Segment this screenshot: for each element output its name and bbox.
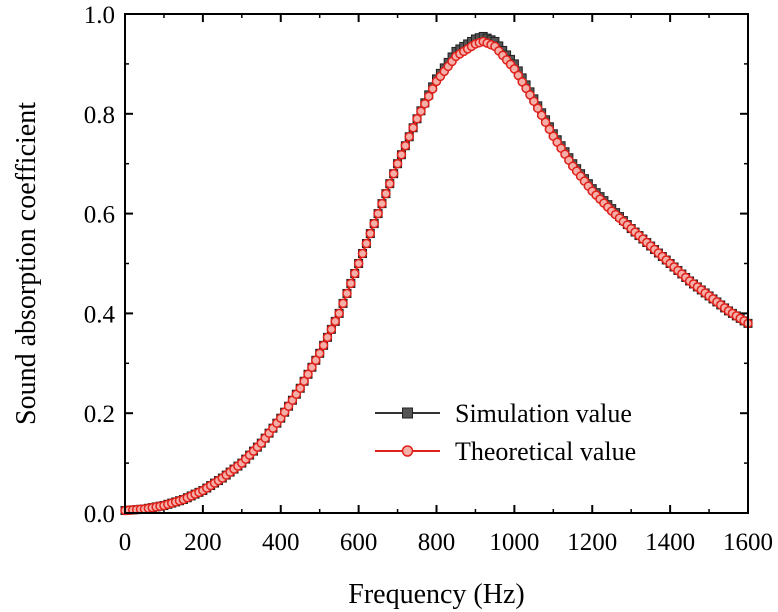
x-axis-ticks: 0 200 400 600 800 1000 1200 1400 1600 <box>119 14 773 556</box>
series-line <box>124 40 749 512</box>
x-tick-label: 1400 <box>645 529 695 556</box>
data-point-circle <box>416 106 426 117</box>
series-line <box>124 35 749 512</box>
data-point-circle <box>381 188 391 199</box>
x-tick-label: 0 <box>119 529 132 556</box>
data-point-circle <box>299 376 309 387</box>
y-tick-label: 0.4 <box>84 301 116 328</box>
legend-marker-circle-icon <box>401 445 414 457</box>
data-point-circle <box>377 198 387 209</box>
series-theoretical <box>120 36 753 516</box>
data-point-circle <box>330 316 341 327</box>
data-point-circle <box>369 218 379 229</box>
data-point-circle <box>408 123 418 133</box>
x-axis-title: Frequency (Hz) <box>348 579 524 610</box>
data-point-circle <box>373 208 383 219</box>
data-point-circle <box>314 348 325 359</box>
data-point-circle <box>361 238 372 249</box>
data-point-circle <box>388 168 399 179</box>
data-point-circle <box>529 96 539 107</box>
data-point-circle <box>349 268 360 279</box>
data-point-circle <box>295 383 305 393</box>
data-point-circle <box>311 355 321 366</box>
legend-label-simulation: Simulation value <box>455 399 632 428</box>
data-point-circle <box>396 149 407 160</box>
series-simulation <box>120 31 753 516</box>
data-point-circle <box>334 308 344 319</box>
data-point-circle <box>342 288 352 299</box>
x-tick-label: 600 <box>340 529 378 556</box>
data-point-circle <box>540 117 551 128</box>
y-tick-label: 0.2 <box>84 401 115 428</box>
series-layer <box>120 31 753 516</box>
x-tick-label: 200 <box>184 529 222 556</box>
legend-entry-simulation: Simulation value <box>375 399 632 428</box>
y-tick-label: 0.8 <box>84 102 115 129</box>
legend-label-theoretical: Theoretical value <box>455 437 636 466</box>
data-point-circle <box>353 258 364 269</box>
y-tick-label: 1.0 <box>84 2 115 29</box>
data-point-circle <box>392 158 403 169</box>
data-point-circle <box>536 110 547 121</box>
data-point-circle <box>318 340 329 351</box>
data-point-circle <box>322 332 333 343</box>
data-point-circle <box>365 228 376 239</box>
x-tick-label: 800 <box>418 529 456 556</box>
plot-frame <box>124 13 749 514</box>
legend: Simulation value Theoretical value <box>375 399 636 466</box>
x-tick-label: 1200 <box>567 529 617 556</box>
data-point-circle <box>544 124 555 135</box>
data-point-circle <box>357 248 368 259</box>
y-axis-ticks: 0.0 0.2 0.4 0.6 0.8 1.0 <box>84 2 748 528</box>
data-point-circle <box>427 84 438 94</box>
x-tick-label: 400 <box>262 529 300 556</box>
data-point-circle <box>532 103 543 114</box>
legend-entry-theoretical: Theoretical value <box>375 437 636 466</box>
data-point-circle <box>326 324 337 335</box>
data-point-circle <box>420 99 430 109</box>
legend-marker-square-icon <box>402 407 413 419</box>
y-tick-label: 0.6 <box>84 202 115 229</box>
data-point-circle <box>404 132 414 142</box>
data-point-circle <box>385 178 395 189</box>
y-axis-title: Sound absorption coefficient <box>11 102 42 425</box>
x-tick-label: 1600 <box>723 529 773 556</box>
data-point-circle <box>303 369 313 380</box>
data-point-circle <box>307 362 317 373</box>
data-point-circle <box>338 298 348 309</box>
data-point-circle <box>346 278 356 289</box>
data-point-circle <box>400 140 411 151</box>
data-point-circle <box>423 91 434 102</box>
data-point-circle <box>412 114 422 124</box>
x-tick-label: 1000 <box>489 529 539 556</box>
y-tick-label: 0.0 <box>84 501 115 528</box>
